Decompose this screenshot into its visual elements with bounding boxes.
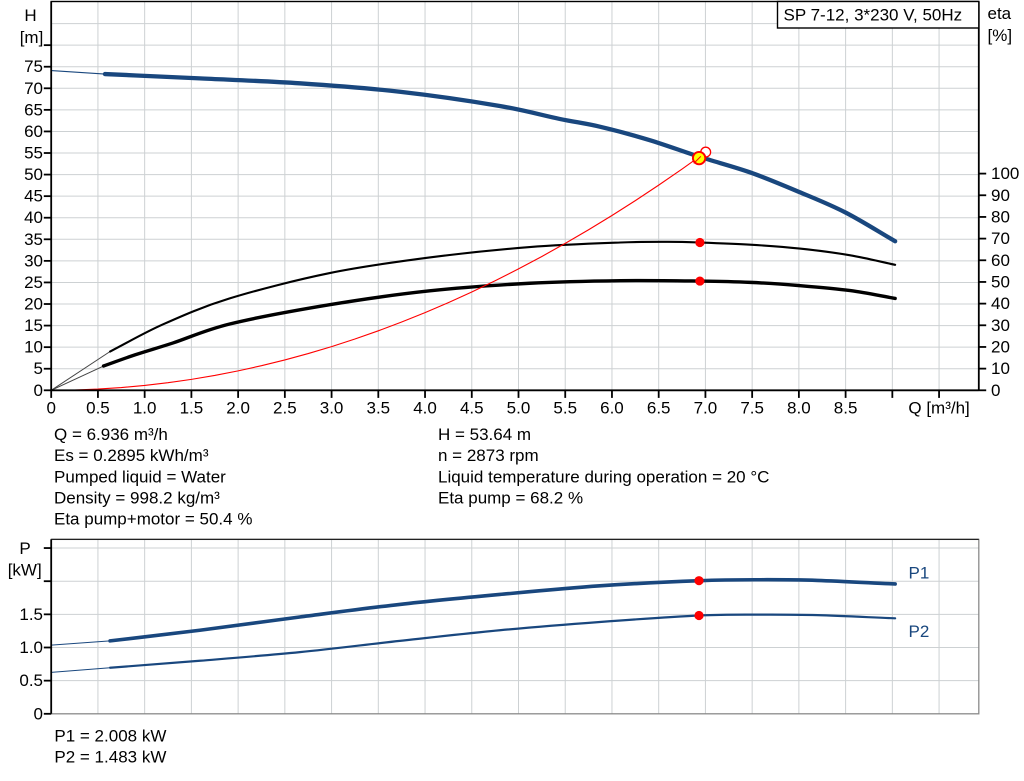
svg-text:75: 75: [24, 57, 43, 76]
svg-text:80: 80: [991, 207, 1010, 226]
svg-text:50: 50: [24, 165, 43, 184]
svg-text:P1 = 2.008 kW: P1 = 2.008 kW: [54, 726, 166, 745]
svg-text:1.0: 1.0: [19, 638, 43, 657]
svg-text:10: 10: [991, 359, 1010, 378]
svg-text:0: 0: [991, 381, 1000, 400]
svg-text:Eta pump = 68.2 %: Eta pump = 68.2 %: [438, 488, 583, 507]
svg-text:40: 40: [24, 208, 43, 227]
svg-text:8.0: 8.0: [787, 399, 811, 418]
svg-text:5: 5: [34, 359, 43, 378]
svg-text:0.5: 0.5: [86, 399, 110, 418]
svg-text:P2 = 1.483 kW: P2 = 1.483 kW: [54, 747, 166, 766]
svg-text:45: 45: [24, 187, 43, 206]
svg-text:2.5: 2.5: [273, 399, 297, 418]
svg-text:60: 60: [991, 251, 1010, 270]
svg-text:1.0: 1.0: [133, 399, 157, 418]
svg-text:SP 7-12, 3*230 V, 50Hz: SP 7-12, 3*230 V, 50Hz: [784, 5, 963, 24]
svg-text:40: 40: [991, 294, 1010, 313]
svg-text:70: 70: [24, 79, 43, 98]
svg-text:65: 65: [24, 100, 43, 119]
svg-text:90: 90: [991, 186, 1010, 205]
svg-text:Es = 0.2895 kWh/m³: Es = 0.2895 kWh/m³: [54, 446, 209, 465]
svg-text:eta: eta: [988, 4, 1012, 23]
svg-text:100: 100: [991, 164, 1019, 183]
svg-text:Q [m³/h]: Q [m³/h]: [908, 399, 969, 418]
svg-text:H: H: [24, 6, 36, 25]
svg-text:2.0: 2.0: [226, 399, 250, 418]
svg-text:[kW]: [kW]: [8, 561, 42, 580]
svg-text:30: 30: [991, 316, 1010, 335]
svg-text:55: 55: [24, 144, 43, 163]
svg-text:5.5: 5.5: [553, 399, 577, 418]
svg-text:1.5: 1.5: [19, 605, 43, 624]
svg-text:3.5: 3.5: [366, 399, 390, 418]
svg-text:0: 0: [34, 381, 43, 400]
svg-text:0: 0: [46, 399, 55, 418]
svg-text:H = 53.64 m: H = 53.64 m: [438, 425, 531, 444]
svg-text:35: 35: [24, 230, 43, 249]
svg-text:Eta pump+motor = 50.4 %: Eta pump+motor = 50.4 %: [54, 510, 252, 529]
svg-text:4.5: 4.5: [460, 399, 484, 418]
svg-text:15: 15: [24, 316, 43, 335]
svg-text:[m]: [m]: [20, 28, 44, 47]
svg-text:P: P: [19, 539, 30, 558]
svg-text:6.5: 6.5: [647, 399, 671, 418]
svg-text:4.0: 4.0: [413, 399, 437, 418]
svg-text:Liquid temperature during oper: Liquid temperature during operation = 20…: [438, 467, 769, 486]
svg-text:8.5: 8.5: [834, 399, 858, 418]
svg-text:20: 20: [991, 337, 1010, 356]
svg-text:20: 20: [24, 295, 43, 314]
svg-text:25: 25: [24, 273, 43, 292]
svg-text:5.0: 5.0: [507, 399, 531, 418]
svg-text:7.5: 7.5: [740, 399, 764, 418]
svg-text:Pumped liquid = Water: Pumped liquid = Water: [54, 467, 226, 486]
svg-text:P2: P2: [909, 622, 930, 641]
svg-text:30: 30: [24, 251, 43, 270]
svg-text:1.5: 1.5: [180, 399, 204, 418]
svg-text:0.5: 0.5: [19, 671, 43, 690]
svg-text:n = 2873 rpm: n = 2873 rpm: [438, 446, 539, 465]
svg-text:3.0: 3.0: [320, 399, 344, 418]
svg-text:Q = 6.936 m³/h: Q = 6.936 m³/h: [54, 425, 168, 444]
svg-text:70: 70: [991, 229, 1010, 248]
svg-text:7.0: 7.0: [694, 399, 718, 418]
svg-text:60: 60: [24, 122, 43, 141]
svg-text:[%]: [%]: [988, 26, 1013, 45]
svg-text:P1: P1: [909, 564, 930, 583]
svg-text:0: 0: [34, 704, 43, 723]
svg-text:50: 50: [991, 272, 1010, 291]
svg-text:10: 10: [24, 338, 43, 357]
svg-text:Density = 998.2 kg/m³: Density = 998.2 kg/m³: [54, 488, 220, 507]
svg-text:6.0: 6.0: [600, 399, 624, 418]
